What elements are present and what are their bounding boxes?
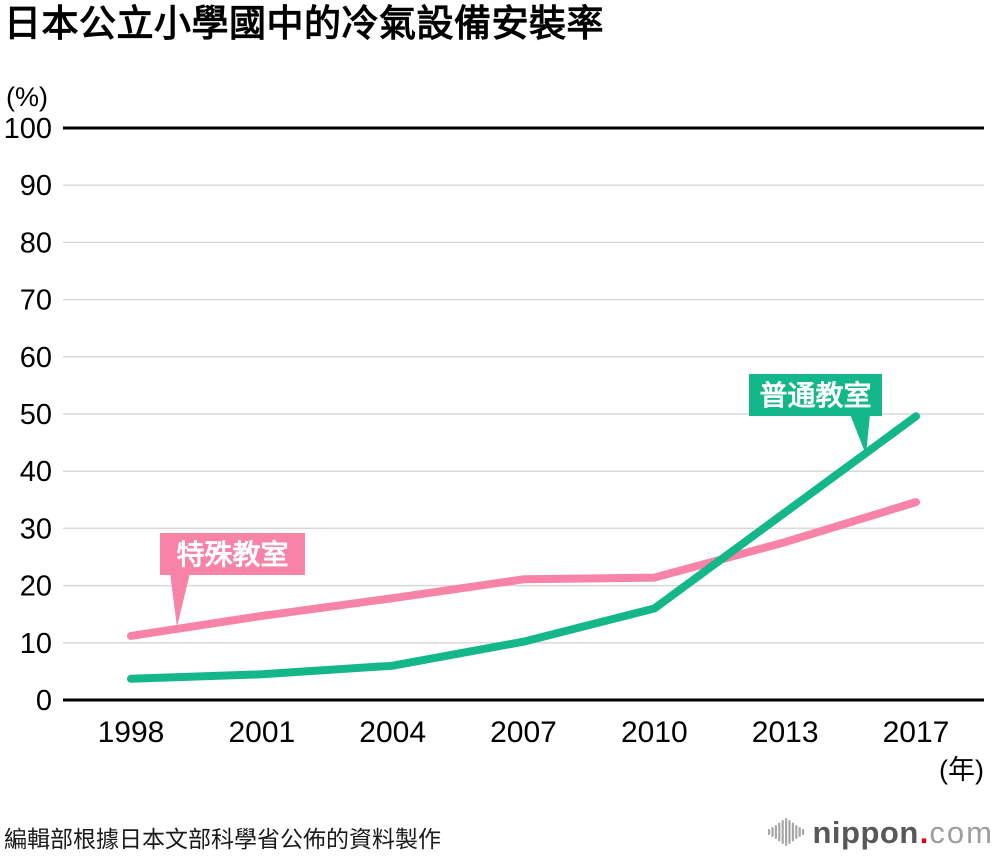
x-tick-label: 1998 [98, 716, 165, 749]
logo-dot: . [919, 814, 929, 850]
y-tick-label: 40 [20, 456, 52, 488]
series-badge-label: 普通教室 [759, 379, 871, 411]
soundwave-bar [767, 829, 770, 835]
soundwave-bar [798, 827, 801, 837]
y-tick-label: 80 [20, 227, 52, 259]
soundwave-bar [777, 822, 780, 842]
soundwave-bar [774, 825, 777, 839]
x-tick-label: 2004 [359, 716, 426, 749]
logo-brand-text: nippon [812, 814, 919, 850]
soundwave-bar [784, 818, 787, 846]
x-tick-label: 2010 [621, 716, 688, 749]
soundwave-bar [794, 825, 797, 839]
logo-wordmark: nippon. com [813, 817, 995, 848]
soundwave-bar [791, 822, 794, 842]
logo-suffix-text: com [929, 814, 994, 850]
soundwave-bar [801, 829, 804, 835]
series-badge-tail [850, 414, 870, 455]
x-tick-label: 2017 [883, 716, 950, 749]
series-line-special-classrooms [127, 498, 920, 640]
series-badge-tail [170, 573, 190, 627]
y-tick-label: 60 [20, 342, 52, 374]
x-axis-unit-label: (年) [939, 755, 984, 785]
y-tick-label: 90 [20, 170, 52, 202]
x-tick-label: 2013 [752, 716, 819, 749]
nippon-com-logo: nippon. com [766, 814, 995, 850]
soundwave-bar [781, 820, 784, 844]
series-badge [160, 533, 305, 575]
series-line-regular-classrooms [127, 412, 920, 683]
series-badge [749, 374, 882, 416]
y-axis-unit-label: (%) [6, 82, 48, 112]
y-tick-label: 0 [36, 685, 52, 717]
soundwave-bar [787, 820, 791, 844]
y-tick-label: 70 [20, 285, 52, 317]
y-tick-label: 50 [20, 399, 52, 431]
soundwave-bars-icon [767, 818, 804, 846]
y-tick-label: 100 [4, 113, 52, 145]
y-tick-label: 20 [20, 571, 52, 603]
series-badge-label: 特殊教室 [176, 538, 288, 570]
page-title: 日本公立小學國中的冷氣設備安裝率 [4, 3, 604, 44]
x-tick-label: 2007 [490, 716, 557, 749]
soundwave-bar [770, 827, 774, 837]
x-tick-label: 2001 [228, 716, 295, 749]
source-note: 編輯部根據日本文部科學省公佈的資料製作 [4, 826, 441, 852]
y-tick-label: 10 [20, 628, 52, 660]
y-tick-label: 30 [20, 513, 52, 545]
